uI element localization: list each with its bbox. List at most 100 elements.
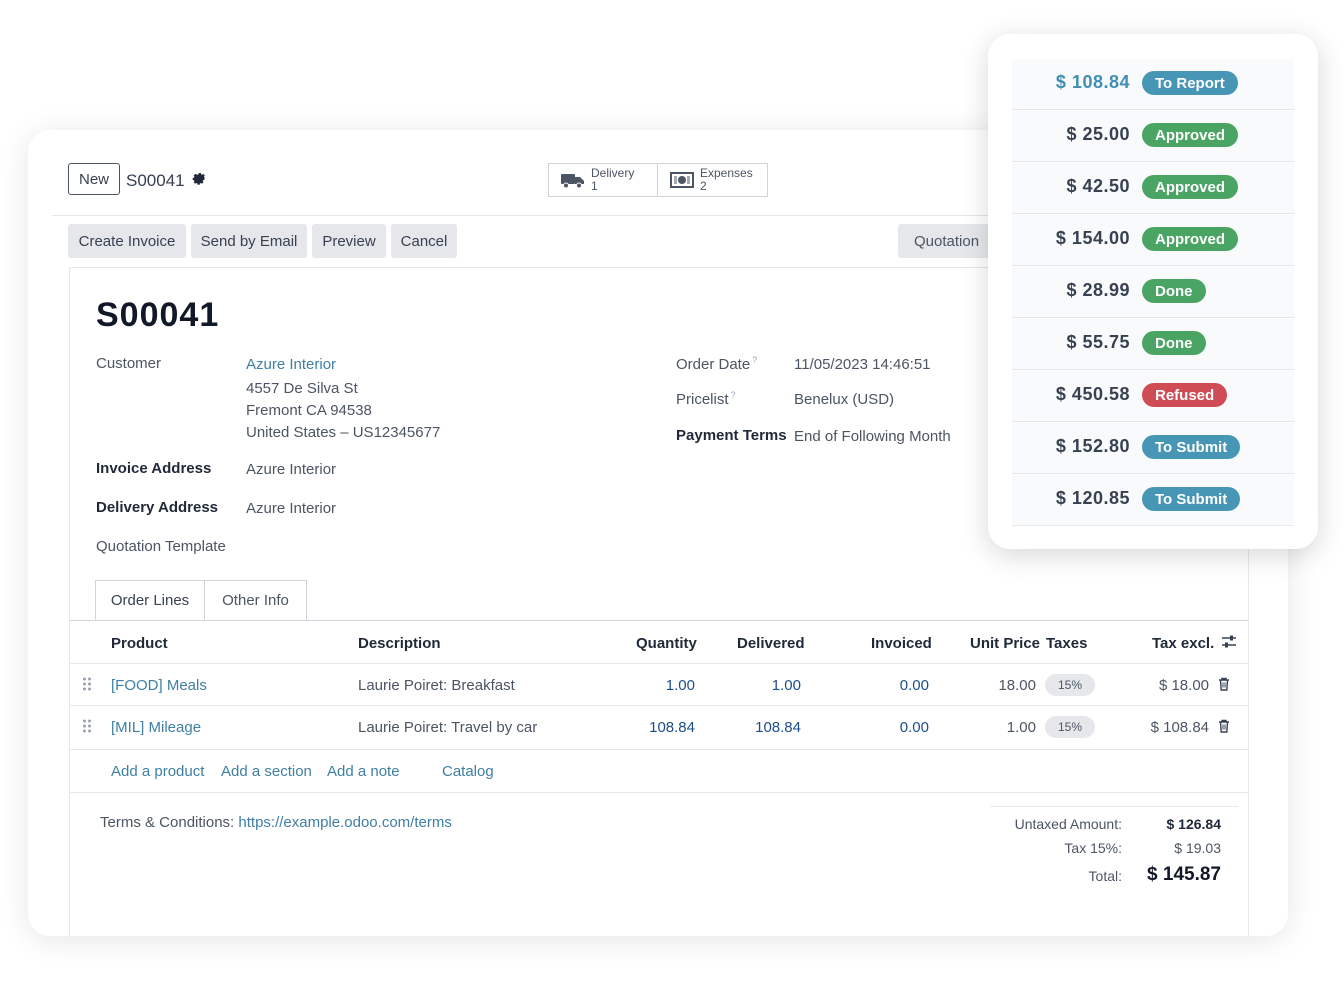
expense-amount: $ 55.75	[1066, 332, 1130, 352]
tab-order-lines[interactable]: Order Lines	[95, 580, 205, 620]
catalog-link[interactable]: Catalog	[442, 763, 494, 780]
payment-terms-label: Payment Terms	[676, 427, 787, 444]
trash-icon[interactable]	[1218, 677, 1230, 691]
drag-handle-icon[interactable]	[82, 718, 92, 734]
expense-row[interactable]: $ 55.75 Done	[1012, 319, 1294, 370]
column-header-taxes[interactable]: Taxes	[1046, 635, 1088, 652]
action-bar: Create Invoice Send by Email Preview Can…	[68, 224, 1288, 258]
cell-product[interactable]: [MIL] Mileage	[111, 719, 202, 736]
status-badge: Approved	[1142, 175, 1239, 199]
help-mark: ?	[752, 355, 758, 365]
pricelist-field[interactable]: Benelux (USD)	[794, 391, 895, 408]
cell-invoiced: 0.00	[899, 677, 929, 694]
untaxed-amount-value: $ 126.84	[1166, 816, 1222, 832]
trash-icon[interactable]	[1218, 719, 1230, 733]
page-title: S00041	[96, 296, 220, 334]
expense-amount: $ 42.50	[1066, 176, 1130, 196]
preview-button[interactable]: Preview	[312, 224, 386, 258]
cell-unit-price[interactable]: 1.00	[1006, 719, 1036, 736]
control-panel: New S00041 Delivery 1	[52, 130, 1288, 216]
column-header-description[interactable]: Description	[358, 635, 441, 652]
status-badge: Approved	[1142, 123, 1239, 147]
cell-delivered[interactable]: 108.84	[755, 719, 801, 736]
add-product-link[interactable]: Add a product	[111, 763, 205, 780]
add-section-link[interactable]: Add a section	[221, 763, 312, 780]
drag-handle-icon[interactable]	[82, 676, 92, 692]
expense-row[interactable]: $ 42.50 Approved	[1012, 163, 1294, 214]
status-badge: Refused	[1142, 383, 1228, 407]
customer-name[interactable]: Azure Interior	[246, 356, 337, 373]
expenses-popup: $ 108.84 To Report $ 25.00 Approved $ 42.50 A…	[988, 34, 1318, 549]
cell-unit-price[interactable]: 18.00	[998, 677, 1036, 694]
money-icon	[670, 172, 694, 188]
send-by-email-button[interactable]: Send by Email	[191, 224, 307, 258]
expense-row[interactable]: $ 154.00 Approved	[1012, 215, 1294, 266]
invoice-address-field[interactable]: Azure Interior	[246, 461, 337, 478]
delivery-smart-button[interactable]: Delivery 1	[548, 163, 658, 197]
cell-description[interactable]: Laurie Poiret: Travel by car	[358, 719, 538, 736]
table-row[interactable]: [FOOD] Meals Laurie Poiret: Breakfast 1.…	[70, 663, 1248, 706]
invoice-address-label: Invoice Address	[96, 460, 212, 477]
total-label: Total:	[1088, 868, 1122, 884]
delivery-address-field[interactable]: Azure Interior	[246, 500, 337, 517]
expense-row[interactable]: $ 28.99 Done	[1012, 267, 1294, 318]
column-header-quantity[interactable]: Quantity	[636, 635, 697, 652]
untaxed-amount-label: Untaxed Amount:	[1014, 816, 1122, 832]
cell-quantity[interactable]: 108.84	[649, 719, 695, 736]
column-header-delivered[interactable]: Delivered	[737, 635, 805, 652]
expense-amount: $ 154.00	[1055, 228, 1130, 248]
total-value: $ 145.87	[1147, 864, 1221, 885]
truck-icon	[561, 174, 584, 189]
column-header-invoiced[interactable]: Invoiced	[871, 635, 932, 652]
create-invoice-button[interactable]: Create Invoice	[68, 224, 186, 258]
terms-link[interactable]: https://example.odoo.com/terms	[238, 814, 452, 831]
status-badge: Approved	[1142, 227, 1239, 251]
table-row[interactable]: [MIL] Mileage Laurie Poiret: Travel by c…	[70, 705, 1248, 748]
delivery-count: 1	[591, 179, 598, 193]
new-button[interactable]: New	[68, 163, 120, 195]
expenses-smart-button[interactable]: Expenses 2	[657, 163, 768, 197]
customer-address-line: Fremont CA 94538	[246, 402, 372, 419]
quotation-template-label: Quotation Template	[96, 538, 226, 555]
terms-and-conditions: Terms & Conditions: https://example.odoo…	[100, 814, 452, 831]
status-badge: To Report	[1142, 71, 1238, 95]
expense-amount: $ 108.84	[1055, 72, 1130, 92]
tax-badge[interactable]: 15%	[1045, 674, 1095, 696]
tax-badge[interactable]: 15%	[1045, 716, 1095, 738]
expense-amount: $ 25.00	[1066, 124, 1130, 144]
notebook-tabs: Order Lines Other Info	[70, 580, 1248, 621]
help-mark: ?	[730, 390, 736, 400]
cell-quantity[interactable]: 1.00	[665, 677, 695, 694]
cell-product[interactable]: [FOOD] Meals	[111, 677, 207, 694]
payment-terms-field[interactable]: End of Following Month	[794, 428, 951, 445]
expense-amount: $ 450.58	[1055, 384, 1130, 404]
expenses-label: Expenses	[700, 166, 753, 180]
expense-row[interactable]: $ 152.80 To Submit	[1012, 423, 1294, 474]
expense-row[interactable]: $ 108.84 To Report	[1012, 59, 1294, 110]
tab-other-info[interactable]: Other Info	[205, 580, 307, 620]
pricelist-label: Pricelist?	[676, 390, 736, 408]
cell-delivered[interactable]: 1.00	[771, 677, 801, 694]
cancel-button[interactable]: Cancel	[391, 224, 457, 258]
order-date-field[interactable]: 11/05/2023 14:46:51	[794, 356, 931, 373]
gear-icon[interactable]	[191, 170, 209, 188]
cell-description[interactable]: Laurie Poiret: Breakfast	[358, 677, 515, 694]
tax-value: $ 19.03	[1174, 840, 1221, 856]
expense-row[interactable]: $ 120.85 To Submit	[1012, 475, 1294, 526]
add-note-link[interactable]: Add a note	[327, 763, 400, 780]
column-header-unit-price[interactable]: Unit Price	[970, 635, 1041, 652]
column-header-product[interactable]: Product	[111, 635, 168, 652]
cell-invoiced: 0.00	[899, 719, 929, 736]
order-date-label: Order Date?	[676, 355, 758, 373]
totals-divider	[990, 806, 1238, 807]
customer-address-line: 4557 De Silva St	[246, 380, 358, 397]
expense-amount: $ 152.80	[1055, 436, 1130, 456]
expense-row[interactable]: $ 25.00 Approved	[1012, 111, 1294, 162]
expense-row[interactable]: $ 450.58 Refused	[1012, 371, 1294, 422]
delivery-address-label: Delivery Address	[96, 499, 219, 516]
optional-columns-icon[interactable]	[1221, 634, 1237, 650]
column-header-tax-excl[interactable]: Tax excl.	[1152, 635, 1215, 652]
terms-label: Terms & Conditions:	[100, 814, 235, 831]
record-name: S00041	[126, 171, 185, 190]
expenses-count: 2	[700, 179, 707, 193]
